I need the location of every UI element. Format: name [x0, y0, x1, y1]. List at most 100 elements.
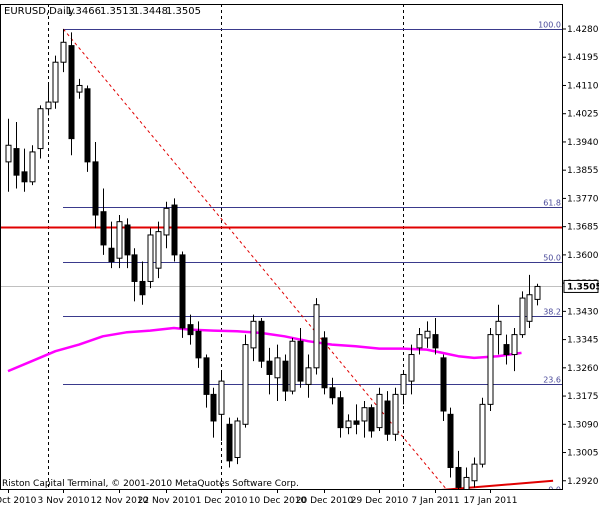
candle — [455, 450, 462, 490]
time-tick-label: 10 Dec 2010 — [249, 496, 307, 506]
bull-candle-body — [5, 144, 12, 163]
bear-candle-body — [100, 211, 107, 246]
price-tick-label: 1.4110 — [567, 81, 599, 91]
candle — [266, 347, 273, 395]
candle — [92, 141, 99, 229]
candle — [116, 215, 123, 269]
candle — [447, 407, 454, 478]
bull-candle-body — [495, 320, 502, 336]
moving-average — [7, 326, 522, 373]
bear-candle-body — [68, 45, 75, 140]
copyright-notice: Riston Capital Terminal, © 2001-2010 Met… — [2, 479, 299, 489]
time-tick-label: 22 Nov 2010 — [138, 496, 196, 506]
bull-candle-body — [250, 320, 257, 349]
ohlc-value: 1.3513 — [100, 6, 135, 17]
candle — [21, 148, 28, 192]
bull-candle-body — [147, 234, 154, 282]
candle — [337, 391, 344, 438]
bull-candle-body — [361, 407, 368, 422]
bull-candle-body — [163, 207, 170, 236]
fibonacci-levels[interactable]: 100.0 61.8 50.0 38.2 23.6 0.0 — [63, 21, 563, 495]
price-tick-label: 1.4280 — [567, 25, 599, 35]
candle — [218, 371, 225, 441]
candle — [203, 354, 210, 408]
candle — [226, 417, 233, 468]
bear-candle-body — [171, 204, 178, 256]
bear-candle-body — [337, 397, 344, 429]
bear-candle-body — [179, 254, 186, 329]
bull-candle-body — [408, 354, 415, 382]
candle — [376, 387, 383, 431]
bull-candle-body — [416, 334, 423, 349]
bear-candle-body — [108, 247, 115, 263]
bear-candle-body — [321, 337, 328, 389]
candle — [526, 274, 533, 328]
candle — [297, 327, 304, 388]
bear-candle-body — [353, 420, 360, 425]
fib-level-label: 61.8 — [543, 199, 561, 208]
candle — [5, 118, 12, 192]
bear-candle-body — [368, 407, 375, 432]
bear-candle-body — [297, 340, 304, 382]
candle — [305, 354, 312, 398]
bear-candle-body — [84, 88, 91, 163]
fib-level-label: 38.2 — [543, 308, 561, 317]
candle — [471, 457, 478, 488]
fib-level-label: 100.0 — [538, 21, 561, 30]
candle — [195, 321, 202, 368]
candle — [139, 261, 146, 305]
ohlc-value: 1.3448 — [133, 6, 168, 17]
candle — [155, 221, 162, 279]
bull-candle-body — [289, 340, 296, 392]
bull-candle-body — [463, 476, 470, 490]
candle — [250, 314, 257, 362]
candle — [124, 218, 131, 269]
bear-candle-body — [447, 413, 454, 468]
bull-candle-body — [29, 151, 36, 183]
candle — [258, 317, 265, 368]
price-tick-label: 1.3175 — [567, 392, 599, 402]
fib-level-label: 23.6 — [543, 376, 561, 385]
bear-candle-body — [266, 360, 273, 375]
bear-candle-body — [384, 400, 391, 435]
candle — [534, 283, 541, 306]
trendline — [429, 479, 554, 490]
bear-candle-body — [21, 171, 28, 183]
bear-candle-body — [195, 330, 202, 359]
candle — [487, 327, 494, 412]
drawn-lines[interactable] — [0, 28, 563, 501]
candle — [345, 414, 352, 435]
chart-frame — [0, 4, 563, 490]
candle — [329, 377, 336, 405]
candle — [29, 145, 36, 186]
price-tick-label: 1.3260 — [567, 364, 599, 374]
bear-candle-body — [226, 423, 233, 462]
candle — [408, 344, 415, 395]
bear-candle-body — [455, 466, 462, 488]
candle — [392, 387, 399, 441]
bear-candle-body — [210, 393, 217, 422]
bull-candle-body — [392, 393, 399, 435]
price-tick-label: 1.3855 — [567, 166, 599, 176]
candle — [108, 221, 115, 269]
bull-candle-body — [242, 344, 249, 425]
bull-candle-body — [305, 367, 312, 385]
candle — [234, 417, 241, 465]
price-tick-label: 1.3430 — [567, 307, 599, 317]
plot-border — [0, 4, 563, 490]
bear-candle-body — [432, 334, 439, 349]
price-tick-label: 1.4025 — [567, 110, 599, 120]
candle — [368, 404, 375, 438]
time-tick-label: 12 Nov 2010 — [91, 496, 149, 506]
price-tick-label: 1.3005 — [567, 449, 599, 459]
bull-candle-body — [52, 61, 59, 103]
bear-candle-body — [124, 224, 131, 256]
period-separators — [0, 4, 563, 490]
bull-candle-body — [116, 221, 123, 259]
candle — [76, 78, 83, 99]
bull-candle-body — [313, 304, 320, 369]
bear-candle-body — [131, 254, 138, 282]
time-tick-label: 7 Jan 2011 — [411, 496, 459, 506]
time-tick-label: 1 Dec 2010 — [196, 496, 248, 506]
